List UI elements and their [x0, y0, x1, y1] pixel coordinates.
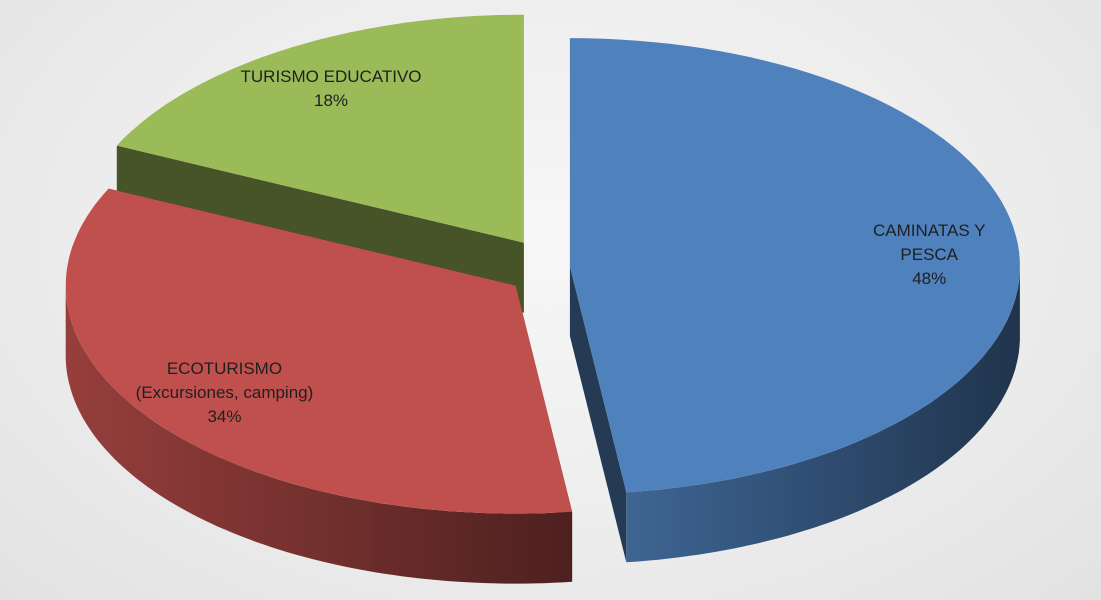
value-label: 18% [314, 90, 349, 110]
data-label: CAMINATAS Y PESCA 48% [843, 219, 1015, 291]
slice [65, 188, 573, 514]
value-label: 34% [207, 406, 242, 426]
value-label: 48% [912, 268, 947, 288]
data-label: ECOTURISMO (Excursiones, camping) 34% [136, 357, 314, 429]
slice [569, 38, 1020, 493]
category-label: TURISMO EDUCATIVO [240, 66, 422, 86]
slice-side [65, 285, 573, 584]
slice [116, 14, 524, 243]
category-label: ECOTURISMO (Excursiones, camping) [135, 358, 314, 402]
category-label: CAMINATAS Y PESCA [873, 220, 986, 264]
slice-side [626, 266, 1020, 563]
data-label: TURISMO EDUCATIVO 18% [241, 65, 422, 113]
slice-side [569, 266, 627, 563]
